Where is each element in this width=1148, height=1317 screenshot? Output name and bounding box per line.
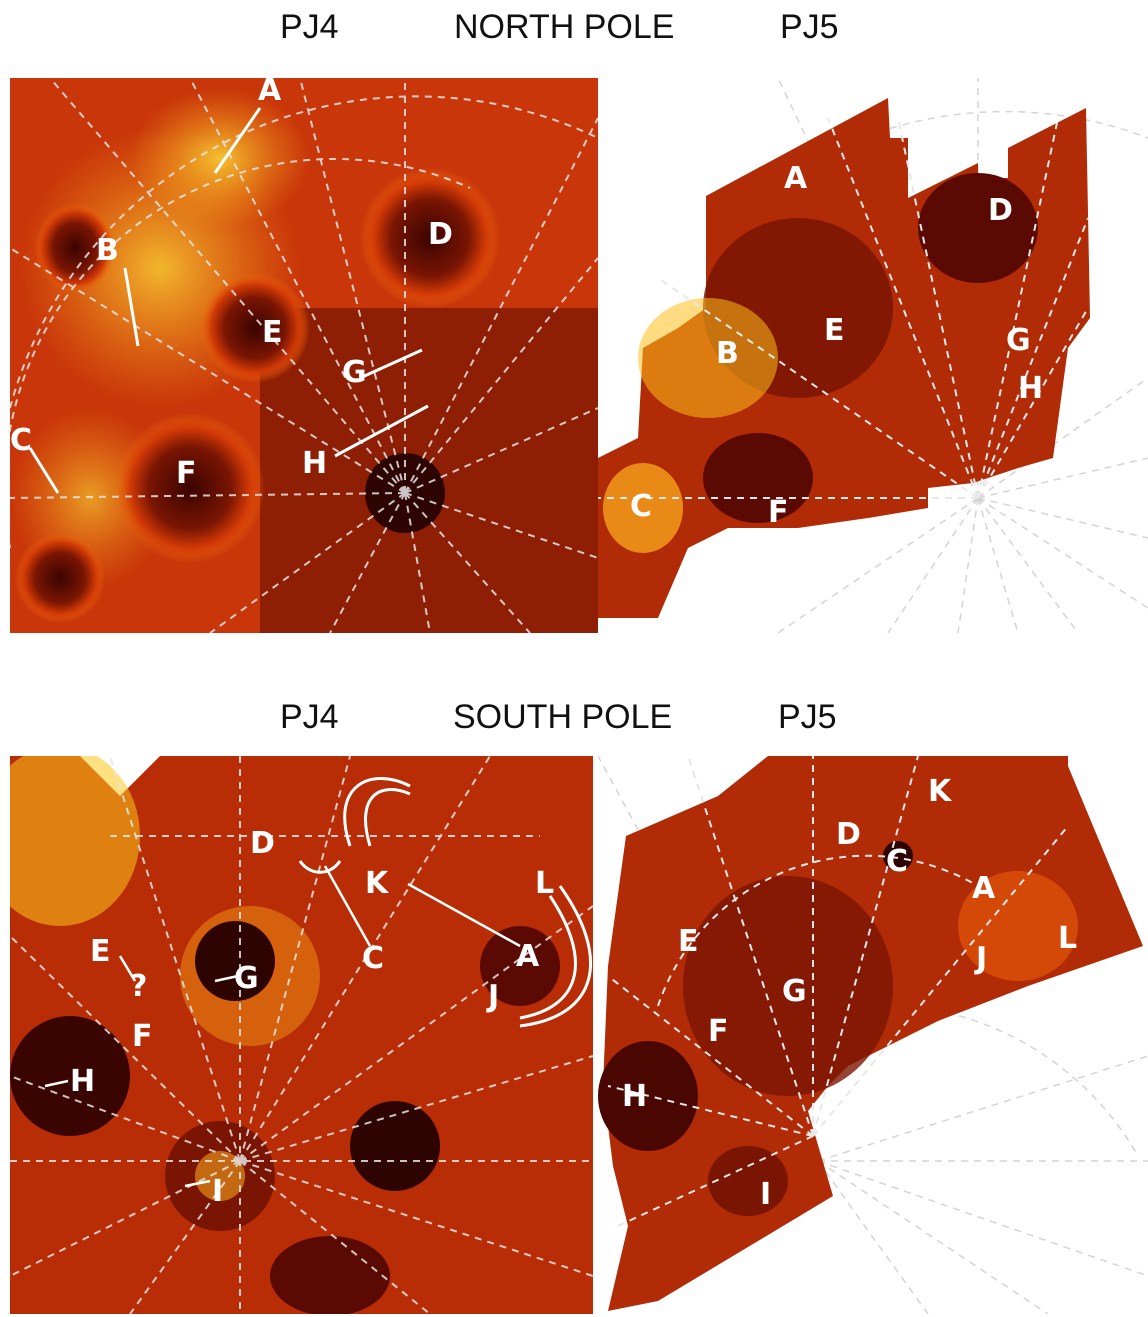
label-c: C <box>630 489 652 524</box>
label-a: A <box>516 939 540 974</box>
north-pj4-image: A B C D E F G H <box>10 78 598 633</box>
label-d: D <box>836 817 861 852</box>
label-i: I <box>760 1177 771 1212</box>
south-pj5-image: K D C A L J E G F H I <box>598 756 1148 1314</box>
label-a: A <box>258 78 282 108</box>
label-b: B <box>96 233 119 268</box>
label-a: A <box>784 161 808 196</box>
label-g: G <box>234 961 259 996</box>
label-f: F <box>176 456 197 491</box>
label-j: J <box>974 941 987 976</box>
label-c: C <box>362 941 384 976</box>
label-e: E <box>824 313 845 348</box>
label-h: H <box>302 446 327 481</box>
label-l: L <box>1058 921 1077 956</box>
label-h: H <box>1018 371 1043 406</box>
label-j: J <box>486 979 499 1014</box>
label-d: D <box>428 217 453 252</box>
south-pj4-header: PJ4 <box>280 698 339 736</box>
south-pole-title: SOUTH POLE <box>453 698 673 736</box>
south-pj4-image: D K L C A J E ? F G H I <box>10 756 593 1314</box>
label-e: E <box>262 315 283 350</box>
label-c: C <box>10 423 32 458</box>
label-b: B <box>716 336 739 371</box>
label-question: ? <box>130 969 147 1004</box>
label-g: G <box>1006 323 1031 358</box>
label-e: E <box>90 934 111 969</box>
label-l: L <box>535 866 554 901</box>
label-e: E <box>678 924 699 959</box>
label-d: D <box>250 826 275 861</box>
north-pole-title: NORTH POLE <box>454 8 675 46</box>
label-k: K <box>928 774 953 809</box>
label-g: G <box>782 974 807 1009</box>
label-g: G <box>342 355 367 390</box>
label-a: A <box>972 871 996 906</box>
label-h: H <box>70 1064 95 1099</box>
north-pj4-header: PJ4 <box>280 8 339 46</box>
label-k: K <box>365 866 390 901</box>
south-pj5-header: PJ5 <box>778 698 837 736</box>
label-h: H <box>622 1079 647 1114</box>
label-d: D <box>988 193 1013 228</box>
label-f: F <box>132 1019 153 1054</box>
label-f: F <box>768 495 789 530</box>
label-f: F <box>708 1014 729 1049</box>
label-c: C <box>886 844 908 879</box>
north-pj5-header: PJ5 <box>780 8 839 46</box>
north-pj5-image: A B C D E F G H <box>598 78 1148 633</box>
label-i: I <box>212 1174 223 1209</box>
